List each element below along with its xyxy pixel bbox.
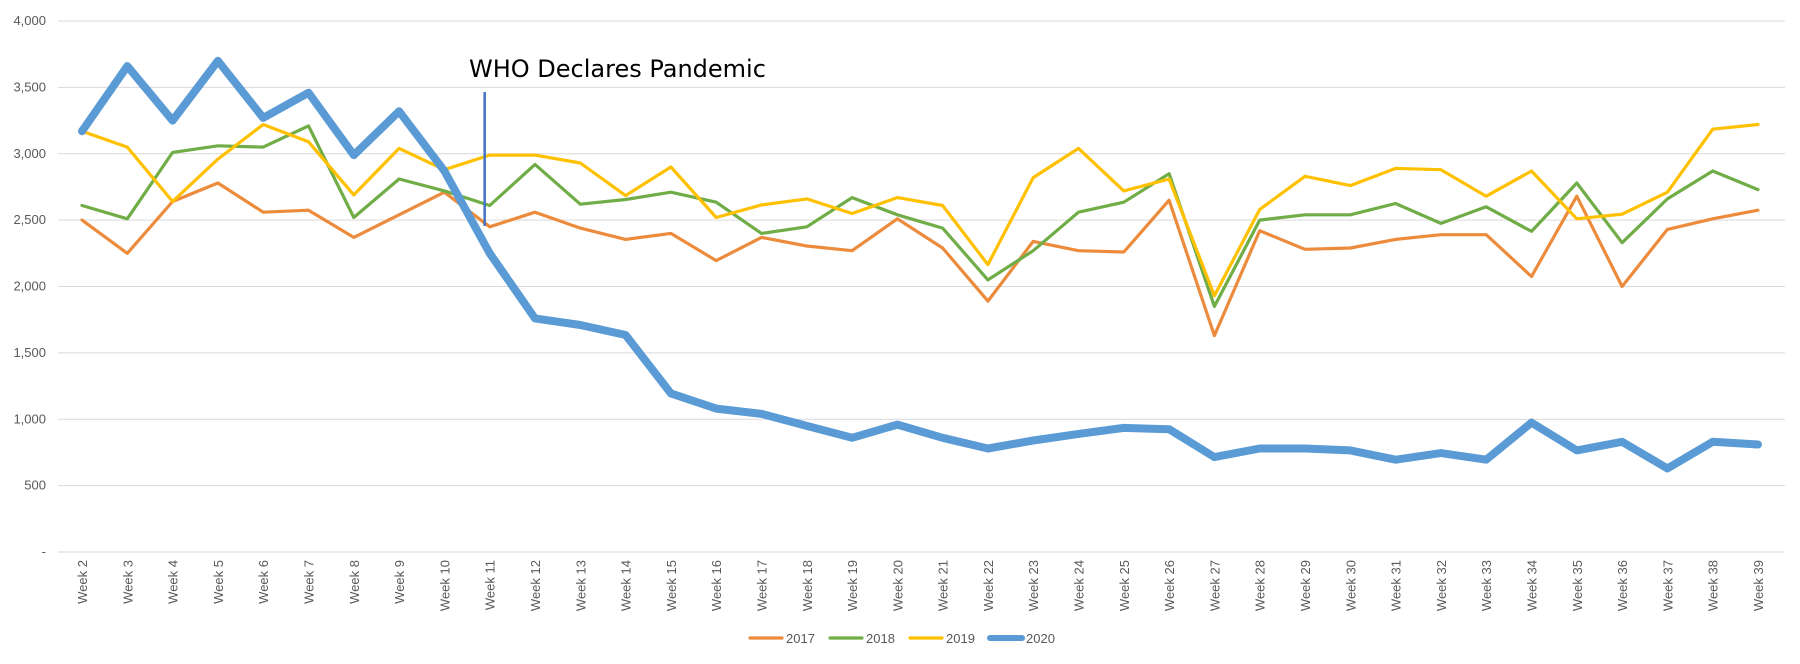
legend-label: 2020 [1026,631,1055,646]
y-tick-label: 1,500 [13,345,46,360]
x-tick-label: Week 9 [392,560,407,604]
x-tick-label: Week 5 [211,560,226,604]
x-tick-label: Week 30 [1343,560,1358,611]
x-tick-label: Week 34 [1525,560,1540,611]
legend-item-2020[interactable]: 2020 [987,631,1055,646]
x-tick-label: Week 26 [1162,560,1177,611]
x-tick-label: Week 31 [1389,560,1404,611]
y-tick-label: 2,500 [13,212,46,227]
x-tick-label: Week 25 [1117,560,1132,611]
legend[interactable]: 2017 2018 2019 2020 [748,631,1055,646]
x-tick-label: Week 33 [1479,560,1494,611]
y-tick-label: 500 [24,478,46,493]
x-tick-label: Week 32 [1434,560,1449,611]
y-tick-label: 3,000 [13,146,46,161]
x-tick-label: Week 35 [1570,560,1585,611]
y-tick-label: 1,000 [13,411,46,426]
x-tick-label: Week 8 [347,560,362,604]
legend-label: 2018 [866,631,895,646]
x-tick-label: Week 7 [301,560,316,604]
legend-item-2018[interactable]: 2018 [828,631,895,646]
x-tick-label: Week 15 [664,560,679,611]
x-tick-label: Week 14 [619,560,634,611]
x-tick-label: Week 3 [120,560,135,604]
y-tick-label: 3,500 [13,79,46,94]
series-line-2018 [80,124,1760,308]
x-tick-label: Week 6 [256,560,271,604]
x-tick-label: Week 10 [437,560,452,611]
x-tick-label: Week 24 [1072,560,1087,611]
x-tick-label: Week 39 [1751,560,1766,611]
legend-label: 2017 [786,631,815,646]
x-tick-label: Week 2 [75,560,90,604]
x-tick-label: Week 27 [1207,560,1222,611]
series-line-2019 [80,122,1760,298]
x-tick-label: Week 12 [528,560,543,611]
legend-item-2019[interactable]: 2019 [908,631,975,646]
x-tick-label: Week 28 [1253,560,1268,611]
grid-lines [58,20,1785,553]
annotations: WHO Declares Pandemic [469,55,766,226]
x-tick-label: Week 22 [981,560,996,611]
y-tick-label: 4,000 [13,13,46,28]
series-line-2020 [78,56,1762,473]
x-tick-label: Week 4 [166,560,181,604]
x-tick-label: Week 29 [1298,560,1313,611]
x-tick-label: Week 13 [573,560,588,611]
legend-label: 2019 [946,631,975,646]
x-axis-ticks: Week 2 Week 3 Week 4 Week 5 Week 6 Week 7 Week… [75,560,1766,611]
series-line-2017 [80,181,1760,338]
y-axis-ticks: - 500 1,000 1,500 2,000 2,500 3,000 3,500 4,000 [13,13,46,559]
legend-item-2017[interactable]: 2017 [748,631,815,646]
x-tick-label: Week 21 [936,560,951,611]
x-tick-label: Week 17 [754,560,769,611]
x-tick-label: Week 20 [890,560,905,611]
x-tick-label: Week 38 [1706,560,1721,611]
y-tick-label: 2,000 [13,279,46,294]
x-tick-label: Week 36 [1615,560,1630,611]
x-tick-label: Week 16 [709,560,724,611]
x-tick-label: Week 23 [1026,560,1041,611]
x-tick-label: Week 37 [1660,560,1675,611]
annotation-label: WHO Declares Pandemic [469,55,766,83]
x-tick-label: Week 11 [483,560,498,610]
series-lines [78,56,1762,473]
x-tick-label: Week 18 [800,560,815,611]
x-tick-label: Week 19 [845,560,860,611]
y-tick-label: - [42,544,46,559]
